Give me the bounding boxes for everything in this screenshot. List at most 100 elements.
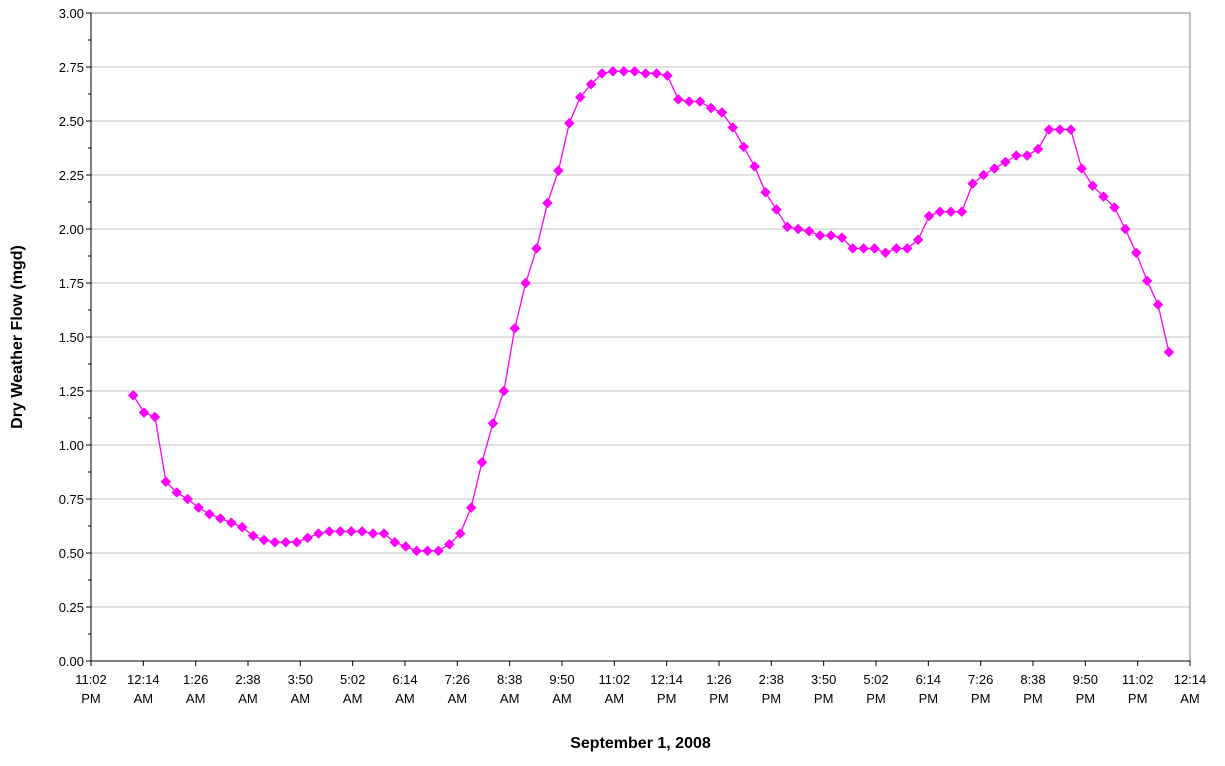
data-point <box>1076 163 1088 174</box>
x-tick-label: 12:14 AM <box>127 672 160 706</box>
data-point <box>694 96 706 107</box>
data-point <box>1054 124 1066 135</box>
data-point <box>324 526 335 537</box>
data-point <box>803 225 815 237</box>
x-tick-label: 8:38 PM <box>1020 672 1045 706</box>
data-point <box>967 178 979 189</box>
data-point <box>236 521 248 533</box>
data-point <box>193 502 204 513</box>
data-point <box>912 234 924 246</box>
x-tick-label: 7:26 PM <box>968 672 993 706</box>
data-point <box>574 91 586 103</box>
y-tick-label: 2.00 <box>59 222 84 237</box>
data-point <box>1087 180 1098 192</box>
data-point <box>225 517 237 529</box>
data-point <box>923 210 935 222</box>
data-point <box>215 513 226 524</box>
x-tick-label: 3:50 PM <box>811 672 836 706</box>
data-point <box>618 65 630 77</box>
data-point <box>487 418 499 429</box>
y-tick-label: 3.00 <box>59 6 84 21</box>
data-point <box>433 545 444 557</box>
data-point <box>901 243 913 254</box>
data-point <box>269 536 281 548</box>
data-point <box>880 247 891 259</box>
y-tick-label: 2.25 <box>59 168 84 183</box>
x-tick-label: 6:14 AM <box>392 672 417 706</box>
data-point <box>138 407 150 418</box>
data-point <box>683 96 695 107</box>
data-point <box>476 456 488 468</box>
y-tick-label: 0.00 <box>59 654 84 669</box>
data-point <box>1032 143 1044 155</box>
data-point <box>716 107 728 118</box>
data-point <box>334 526 346 537</box>
y-tick-label: 1.50 <box>59 330 84 345</box>
data-point <box>542 197 553 209</box>
x-tick-label: 11:02 PM <box>75 672 107 706</box>
data-point <box>1130 247 1142 259</box>
data-point <box>1000 156 1011 168</box>
data-point <box>149 411 161 423</box>
y-tick-label: 2.50 <box>59 114 84 129</box>
data-point <box>1109 202 1120 213</box>
x-tick-label: 11:02 AM <box>599 672 631 706</box>
x-tick-label: 11:02 PM <box>1122 672 1154 706</box>
data-point <box>890 243 902 254</box>
data-point <box>847 243 859 254</box>
data-point <box>705 102 717 114</box>
data-point <box>345 526 357 537</box>
data-point <box>400 541 412 552</box>
data-point <box>465 502 477 513</box>
data-point <box>956 206 968 218</box>
y-tick-label: 1.75 <box>59 276 84 291</box>
x-tick-label: 3:50 AM <box>288 672 313 706</box>
data-point <box>1065 124 1077 135</box>
x-tick-label: 5:02 PM <box>863 672 888 706</box>
data-point <box>1152 299 1164 310</box>
data-point <box>749 161 760 172</box>
data-point <box>858 243 869 254</box>
y-axis-title: Dry Weather Flow (mgd) <box>9 245 26 429</box>
data-point <box>520 277 532 289</box>
y-tick-label: 0.25 <box>59 600 84 615</box>
data-point <box>258 534 270 546</box>
data-point <box>302 532 313 544</box>
data-point <box>531 243 542 254</box>
data-point <box>204 508 215 520</box>
data-point <box>934 206 946 218</box>
data-point <box>727 122 739 133</box>
data-point <box>313 528 324 539</box>
data-point <box>1119 223 1131 235</box>
data-point <box>585 78 597 90</box>
y-tick-label: 2.75 <box>59 60 84 75</box>
data-point <box>629 65 641 77</box>
x-tick-label: 5:02 AM <box>340 672 365 706</box>
x-tick-label: 7:26 AM <box>445 672 470 706</box>
data-point <box>1043 124 1055 135</box>
data-point <box>596 68 608 79</box>
data-point <box>182 493 194 505</box>
y-tick-label: 1.25 <box>59 384 84 399</box>
x-tick-label: 6:14 PM <box>916 672 941 706</box>
x-tick-label: 12:14 PM <box>650 672 683 706</box>
data-point <box>978 169 989 181</box>
data-point <box>760 186 771 198</box>
y-tick-label: 0.75 <box>59 492 84 507</box>
data-point <box>378 528 390 539</box>
data-point <box>509 323 521 334</box>
data-point <box>814 230 826 241</box>
data-point <box>1163 346 1175 358</box>
axes: 0.00 0.25 0.50 0.75 1.00 1.25 1.50 1.75 2.00 2.25… <box>59 6 1207 706</box>
data-point <box>1141 275 1153 287</box>
x-axis-title: September 1, 2008 <box>570 735 711 752</box>
data-point <box>781 221 793 233</box>
data-point <box>280 536 292 548</box>
x-tick-label: 12:14 AM <box>1174 672 1207 706</box>
data-point <box>651 68 662 79</box>
x-tick-label: 2:38 AM <box>235 672 260 706</box>
series-line <box>132 70 1170 552</box>
data-point <box>672 94 684 105</box>
data-point <box>171 487 183 498</box>
